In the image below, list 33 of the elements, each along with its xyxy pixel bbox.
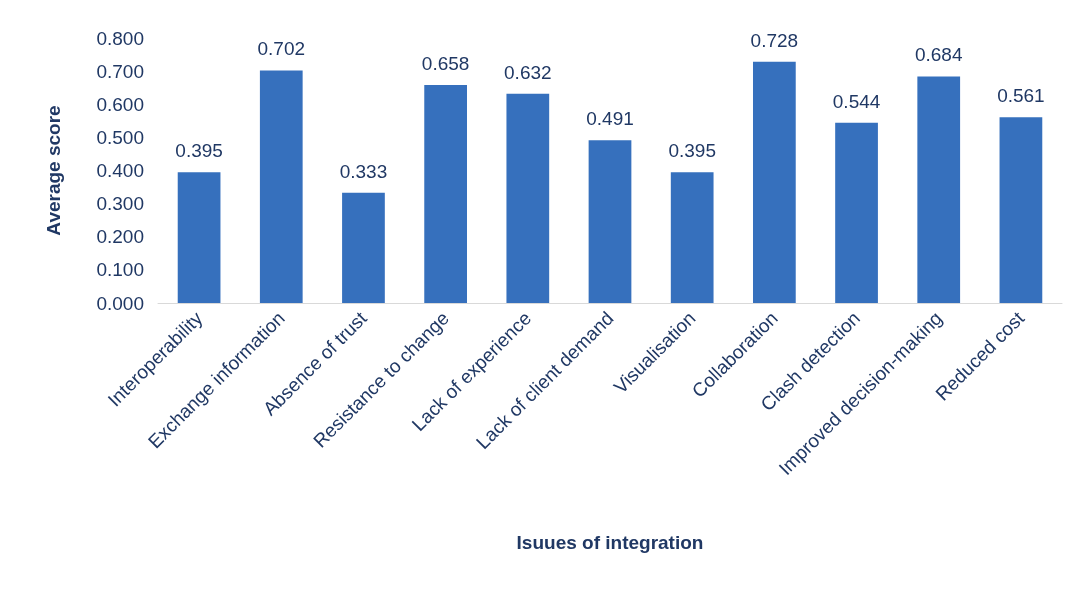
bar xyxy=(506,93,550,303)
y-tick-label: 0.300 xyxy=(96,193,144,215)
bar xyxy=(753,61,796,303)
data-label: 0.728 xyxy=(750,29,799,51)
data-label: 0.395 xyxy=(175,140,223,162)
data-label: 0.561 xyxy=(997,85,1045,107)
bar xyxy=(670,172,714,303)
data-label: 0.395 xyxy=(668,140,716,162)
data-label: 0.491 xyxy=(586,108,634,130)
y-tick-label: 0.700 xyxy=(96,60,144,82)
data-label: 0.658 xyxy=(421,53,470,75)
bar xyxy=(835,122,878,303)
bar xyxy=(177,172,221,303)
bar xyxy=(917,76,961,303)
data-label: 0.702 xyxy=(257,38,306,60)
data-label: 0.684 xyxy=(914,44,963,66)
bar xyxy=(342,192,385,303)
y-tick-label: 0.800 xyxy=(96,27,144,49)
data-label: 0.632 xyxy=(504,61,552,83)
y-tick-label: 0.200 xyxy=(96,226,144,248)
data-label: 0.333 xyxy=(339,160,388,182)
y-axis-title: Average score xyxy=(43,105,64,236)
x-axis-title: Isuues of integration xyxy=(516,532,704,553)
data-label: 0.544 xyxy=(832,90,881,112)
y-tick-label: 0.100 xyxy=(96,259,144,281)
bar xyxy=(259,70,303,303)
y-tick-label: 0.000 xyxy=(96,292,144,314)
y-tick-label: 0.400 xyxy=(96,160,144,181)
bar xyxy=(588,140,632,303)
y-tick-label: 0.500 xyxy=(96,126,144,148)
y-tick-label: 0.600 xyxy=(96,93,144,115)
bar xyxy=(424,85,467,303)
bar xyxy=(999,117,1043,303)
